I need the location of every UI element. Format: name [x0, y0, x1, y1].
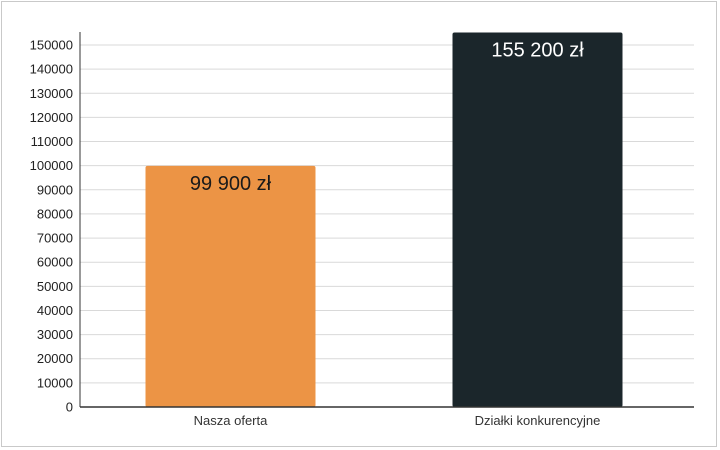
- y-tick-label: 20000: [37, 351, 73, 366]
- x-axis-category-labels: Nasza oferta Działki konkurencyjne: [194, 413, 601, 428]
- y-tick-label: 70000: [37, 231, 73, 246]
- y-tick-label: 0: [66, 400, 73, 415]
- bar: [145, 165, 316, 407]
- x-category-label: Działki konkurencyjne: [475, 413, 601, 428]
- y-tick-label: 80000: [37, 206, 73, 221]
- y-tick-label: 50000: [37, 279, 73, 294]
- y-tick-label: 120000: [30, 110, 73, 125]
- bars: [145, 32, 623, 407]
- y-tick-label: 130000: [30, 86, 73, 101]
- data-labels: 99 900 zł 155 200 zł: [190, 39, 584, 194]
- y-tick-label: 140000: [30, 62, 73, 77]
- y-tick-label: 10000: [37, 375, 73, 390]
- y-tick-label: 30000: [37, 327, 73, 342]
- bar-value-label: 155 200 zł: [491, 39, 584, 61]
- bar-value-label: 99 900 zł: [190, 173, 272, 195]
- y-tick-label: 100000: [30, 158, 73, 173]
- y-axis-tick-labels: 0 10000 20000 30000 40000 50000 60000 70000 8000…: [30, 38, 73, 415]
- y-tick-label: 150000: [30, 38, 73, 53]
- y-tick-label: 40000: [37, 303, 73, 318]
- y-tick-label: 90000: [37, 182, 73, 197]
- y-tick-label: 60000: [37, 255, 73, 270]
- bar: [452, 32, 623, 407]
- x-category-label: Nasza oferta: [194, 413, 268, 428]
- y-tick-label: 110000: [31, 134, 73, 149]
